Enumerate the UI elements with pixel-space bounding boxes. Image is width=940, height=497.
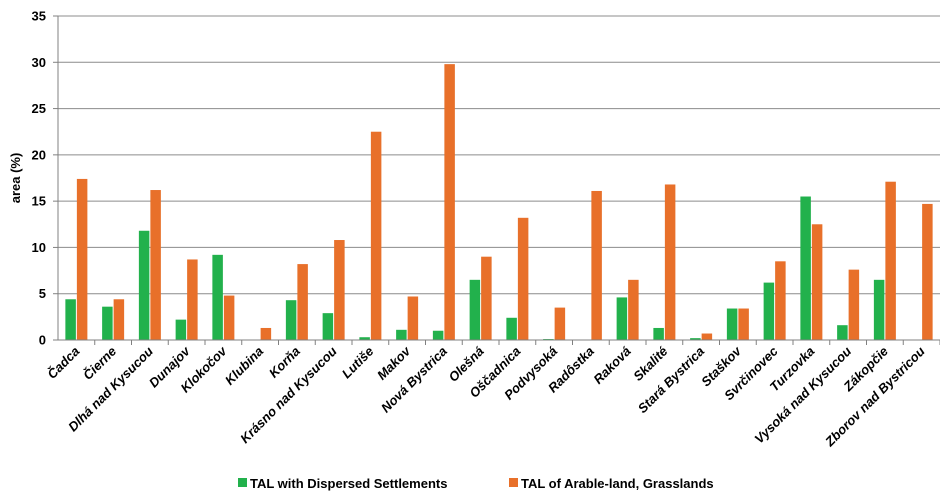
bar-arable-land-grasslands [738, 308, 749, 340]
bar-dispersed-settlements [837, 325, 848, 340]
bar-arable-land-grasslands [775, 261, 786, 340]
bar-dispersed-settlements [396, 329, 407, 340]
bar-arable-land-grasslands [334, 240, 345, 340]
bar-dispersed-settlements [800, 196, 811, 340]
bar-dispersed-settlements [616, 297, 628, 340]
bar-dispersed-settlements [763, 282, 775, 340]
y-axis-title: area (%) [8, 153, 23, 204]
x-tick-label: Stará Bystrica [635, 344, 707, 416]
bar-dispersed-settlements [359, 337, 370, 340]
bar-dispersed-settlements [432, 330, 444, 340]
legend-label: TAL with Dispersed Settlements [250, 476, 447, 491]
bar-arable-land-grasslands [848, 269, 860, 340]
bar-arable-land-grasslands [811, 224, 823, 340]
x-tick-label: Klubina [222, 344, 266, 388]
x-tick-label: Čadca [44, 344, 82, 382]
y-tick-label: 30 [32, 55, 46, 70]
legend-swatch [238, 478, 247, 487]
bar-dispersed-settlements [726, 308, 738, 340]
bar-dispersed-settlements [873, 279, 885, 340]
bars [65, 64, 933, 340]
x-tick-label: Lutiše [339, 344, 377, 382]
y-tick-label: 35 [32, 9, 46, 24]
bar-arable-land-grasslands [370, 131, 382, 340]
bar-arable-land-grasslands [407, 296, 419, 340]
axes [53, 15, 940, 345]
y-tick-labels: 0 5 10 15 20 25 30 35 [32, 9, 46, 348]
x-tick-label: Raková [590, 344, 633, 387]
legend-swatch [509, 478, 518, 487]
bar-dispersed-settlements [138, 230, 150, 340]
x-tick-label: Nová Bystrica [378, 344, 450, 416]
bar-arable-land-grasslands [922, 203, 933, 340]
bar-dispersed-settlements [322, 313, 334, 340]
bar-arable-land-grasslands [591, 190, 602, 340]
bar-dispersed-settlements [212, 254, 223, 340]
bar-dispersed-settlements [690, 338, 701, 340]
bar-arable-land-grasslands [260, 327, 272, 340]
y-tick-label: 0 [39, 333, 46, 348]
bar-arable-land-grasslands [76, 178, 88, 340]
y-tick-label: 20 [32, 147, 46, 162]
bar-arable-land-grasslands [517, 217, 529, 340]
y-tick-label: 15 [32, 194, 46, 209]
legend-label: TAL of Arable-land, Grasslands [521, 476, 714, 491]
bar-dispersed-settlements [65, 299, 76, 340]
bar-arable-land-grasslands [664, 184, 676, 340]
bar-arable-land-grasslands [885, 181, 896, 340]
bar-arable-land-grasslands [481, 256, 492, 340]
bar-arable-land-grasslands [297, 264, 308, 340]
bar-arable-land-grasslands [223, 295, 235, 340]
bar-dispersed-settlements [175, 319, 187, 340]
bar-arable-land-grasslands [444, 64, 455, 340]
legend: TAL with Dispersed Settlements TAL of Ara… [238, 476, 714, 491]
bar-arable-land-grasslands [628, 279, 639, 340]
bar-dispersed-settlements [469, 279, 481, 340]
bar-arable-land-grasslands [150, 190, 161, 340]
gridlines [58, 15, 940, 295]
y-tick-label: 5 [39, 286, 46, 301]
bar-dispersed-settlements [285, 300, 297, 340]
bar-arable-land-grasslands [701, 333, 713, 340]
bar-arable-land-grasslands [113, 299, 125, 340]
bar-dispersed-settlements [102, 306, 113, 340]
bar-arable-land-grasslands [554, 307, 566, 340]
y-tick-label: 10 [32, 240, 46, 255]
bar-dispersed-settlements [506, 317, 517, 340]
bar-dispersed-settlements [653, 327, 664, 340]
bar-arable-land-grasslands [187, 259, 198, 340]
y-tick-label: 25 [32, 101, 46, 116]
